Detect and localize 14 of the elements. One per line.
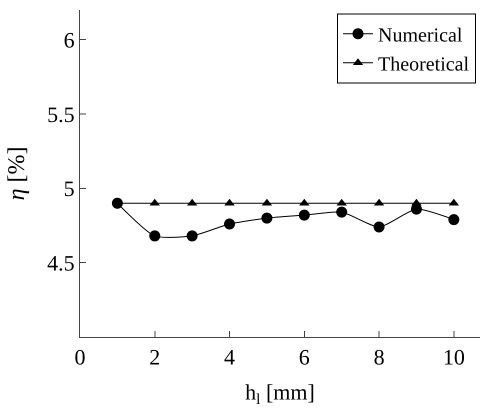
x-tick-label: 10	[442, 344, 465, 370]
x-axis-title: h$_{l}$ [mm]	[245, 379, 315, 408]
x-tick-label: 4	[224, 344, 236, 370]
legend-label: Theoretical	[378, 54, 470, 76]
legend-label: Numerical	[378, 24, 463, 47]
y-tick-label: 5.5	[47, 102, 75, 127]
y-tick-label: 6	[64, 27, 75, 52]
y-tick-label: 5	[64, 176, 75, 202]
x-tick-label: 8	[374, 344, 385, 370]
y-axis-title: η [%]	[4, 146, 30, 200]
x-tick-label: 6	[298, 344, 310, 370]
x-tick-label: 0	[74, 344, 86, 370]
x-tick-label: 2	[149, 344, 160, 370]
y-tick-label: 4.5	[47, 250, 75, 276]
